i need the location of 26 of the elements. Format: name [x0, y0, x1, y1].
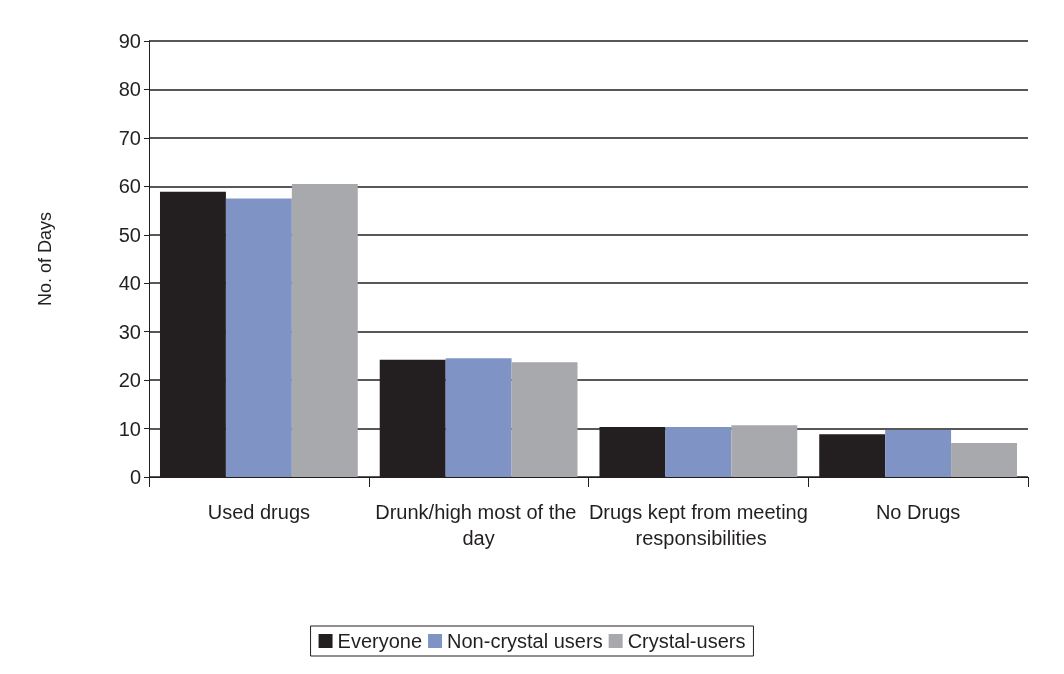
y-tick-label: 90 — [118, 30, 141, 52]
bar — [291, 183, 358, 477]
x-tick-label: No Drugs — [875, 501, 961, 523]
x-tick-label: Drugs kept from meeting responsibilities — [588, 501, 808, 549]
bar — [225, 198, 292, 477]
bar — [511, 362, 578, 477]
y-tick-label: 50 — [118, 223, 141, 246]
y-axis-title: No. of Days — [35, 211, 55, 307]
legend-label: Non-crystal users — [447, 630, 603, 652]
y-tick-label: 10 — [118, 417, 141, 440]
x-tick-label: Drunk/high most of the day — [375, 501, 583, 549]
y-tick-label: 30 — [118, 320, 141, 343]
bar — [445, 358, 512, 477]
bar — [885, 430, 952, 477]
legend-label: Everyone — [337, 630, 423, 652]
y-tick-label: 0 — [129, 466, 141, 488]
y-tick-label: 40 — [118, 272, 141, 295]
bar — [665, 427, 732, 477]
y-tick-label: 80 — [118, 78, 141, 101]
legend-label: Crystal-users — [627, 630, 746, 652]
bar — [731, 425, 798, 477]
y-tick-label: 20 — [118, 369, 141, 392]
x-tick-label: Used drugs — [207, 501, 311, 523]
y-tick-label: 70 — [118, 126, 141, 149]
bar — [951, 443, 1018, 477]
y-tick-label: 60 — [118, 175, 141, 198]
